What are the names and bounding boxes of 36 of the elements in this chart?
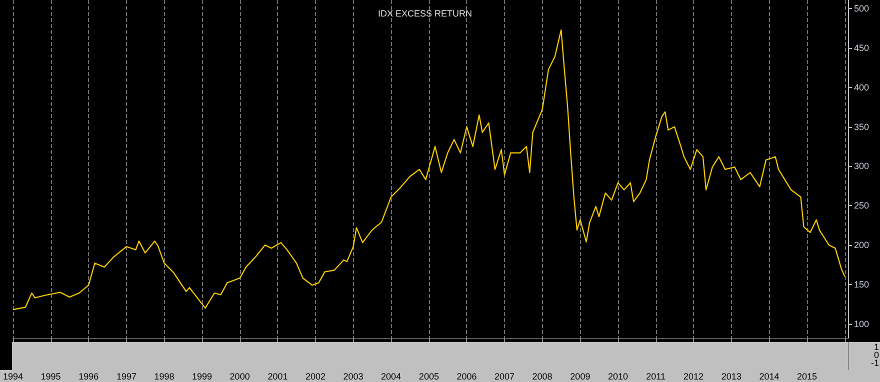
x-tick-label: 2015 [796,372,818,382]
x-tick-label: 1994 [2,372,24,382]
y-tick-label: 250 [854,200,870,211]
text: -1 [870,358,879,368]
x-tick-label: 2000 [230,372,250,382]
x-tick-label: 1999 [192,372,212,382]
line-series [12,29,846,310]
text: 0 [874,350,879,360]
text: 1 [874,342,879,352]
y-tick-label: 150 [854,279,870,290]
x-tick-label: 2007 [494,372,515,382]
x-tick-label: 2001 [268,372,288,382]
x-tick-label: 2005 [418,372,439,382]
x-tick-label: 2012 [684,372,704,382]
y-tick-label: 300 [854,161,870,172]
y-tick-label: 350 [854,122,870,132]
x-tick-label: 2008 [532,372,552,382]
text: IDX EXCESS RETURN [378,8,472,18]
x-tick-label: 1996 [78,372,99,382]
x-tick-label: 2013 [721,372,742,382]
x-tick-label: 2009 [570,372,590,382]
y-tick-label: 400 [854,82,870,92]
y-tick-label: 200 [854,240,870,250]
y-tick-label: 450 [854,43,870,54]
x-tick-label: 1997 [116,372,136,382]
y-tick-label: 500 [854,4,870,14]
x-tick-label: 2006 [456,372,477,382]
x-tick-label: 2002 [305,372,326,382]
x-tick-label: 2011 [646,372,666,382]
x-tick-label: 2004 [381,372,402,382]
x-tick-label: 2014 [759,372,780,382]
y-tick-label: 100 [854,318,870,329]
x-tick-label: 2003 [343,372,364,382]
x-tick-label: 1998 [154,372,174,382]
x-tick-label: 2010 [608,372,628,382]
x-tick-label: 1995 [40,372,61,382]
